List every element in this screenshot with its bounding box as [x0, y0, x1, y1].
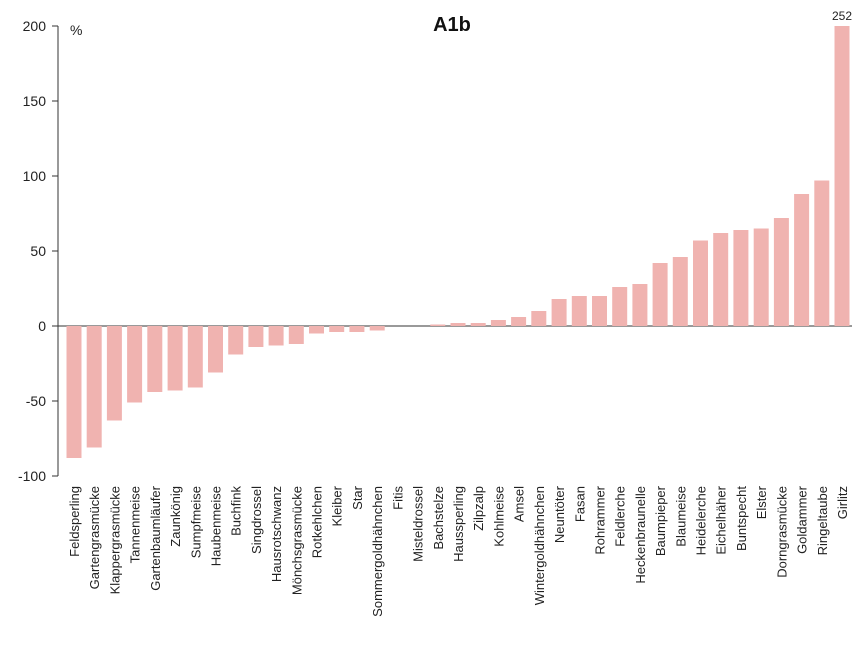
- category-label: Wintergoldhähnchen: [532, 486, 547, 605]
- bar: [86, 326, 102, 448]
- y-axis: 200 150 100 50 0 -50 -100: [18, 18, 852, 484]
- category-label: Ringeltaube: [815, 486, 830, 555]
- category-label: Star: [350, 485, 365, 510]
- bar: [814, 180, 830, 326]
- bar: [106, 326, 122, 421]
- category-label: Bachstelze: [431, 486, 446, 550]
- category-label: Goldammer: [795, 485, 810, 554]
- bar: [228, 326, 244, 355]
- bar: [349, 326, 365, 332]
- category-label: Singdrossel: [249, 486, 264, 554]
- bar: [167, 326, 183, 391]
- category-label: Klappergrasmücke: [107, 486, 122, 594]
- category-label: Misteldrossel: [411, 486, 426, 562]
- category-label: Dorngrasmücke: [774, 486, 789, 578]
- bar: [794, 194, 810, 326]
- category-label: Heidelerche: [694, 486, 709, 555]
- category-label: Buchfink: [229, 486, 244, 536]
- bar: [612, 287, 628, 326]
- category-label: Sommergoldhähnchen: [370, 486, 385, 617]
- bars: 252: [66, 9, 852, 458]
- y-tick-label: 100: [23, 168, 47, 184]
- category-label: Mönchsgrasmücke: [289, 486, 304, 595]
- bar: [329, 326, 345, 332]
- bar: [652, 263, 668, 326]
- bar: [248, 326, 264, 347]
- bar: [753, 228, 769, 326]
- bar: [713, 233, 729, 326]
- bar: [147, 326, 163, 392]
- bar: [632, 284, 648, 326]
- bar: [369, 326, 385, 331]
- category-label: Gartenbaumläufer: [148, 485, 163, 590]
- bar: [571, 296, 587, 326]
- bar: [551, 299, 567, 326]
- bar: [430, 324, 446, 326]
- category-label: Fasan: [572, 486, 587, 522]
- bar-value-label: 252: [832, 9, 852, 23]
- bar: [511, 317, 527, 326]
- category-label: Zilpzalp: [471, 486, 486, 531]
- category-label: Buntspecht: [734, 486, 749, 551]
- category-label: Rohrammer: [593, 485, 608, 554]
- y-tick-label: 50: [30, 243, 46, 259]
- bar: [693, 240, 708, 326]
- bar: [187, 326, 203, 388]
- category-label: Baumpieper: [653, 485, 668, 556]
- bar: [127, 326, 143, 403]
- y-tick-label: 200: [23, 18, 47, 34]
- category-label: Neuntöter: [552, 485, 567, 543]
- y-tick-label: 150: [23, 93, 47, 109]
- bar: [733, 230, 749, 326]
- category-label: Zaunkönig: [168, 486, 183, 547]
- category-label: Amsel: [512, 486, 527, 522]
- category-label: Heckenbraunelle: [633, 486, 648, 584]
- category-label: Feldlerche: [613, 486, 628, 547]
- bar: [66, 326, 82, 458]
- bar: [773, 218, 789, 326]
- category-label: Sumpfmeise: [188, 486, 203, 558]
- y-axis-unit-label: %: [70, 22, 82, 38]
- category-label: Fitis: [390, 486, 405, 510]
- bar: [531, 311, 547, 326]
- bar: [470, 323, 486, 326]
- category-label: Haubenmeise: [209, 486, 224, 566]
- y-tick-label: -100: [18, 468, 46, 484]
- bar: [268, 326, 284, 346]
- category-label: Rotkehlchen: [310, 486, 325, 558]
- category-label: Kleiber: [330, 485, 345, 526]
- chart-title: A1b: [433, 14, 471, 36]
- category-label: Girlitz: [835, 486, 850, 519]
- category-label: Feldsperling: [67, 486, 82, 557]
- bar: [592, 296, 607, 326]
- category-label: Kohlmeise: [491, 486, 506, 547]
- category-label: Gartengrasmücke: [87, 486, 102, 589]
- category-label: Haussperling: [451, 486, 466, 562]
- category-label: Blaumeise: [673, 486, 688, 547]
- bar: [208, 326, 223, 373]
- y-tick-label: -50: [26, 393, 46, 409]
- category-labels: Feldsperling Gartengrasmücke Klappergrasmü…: [67, 485, 850, 616]
- category-label: Tannenmeise: [128, 486, 143, 563]
- bar: [450, 323, 466, 326]
- category-label: Hausrotschwanz: [269, 486, 284, 582]
- category-label: Eichelhäher: [714, 485, 729, 554]
- bar: [288, 326, 304, 344]
- bar: [490, 320, 506, 326]
- y-tick-label: 0: [38, 318, 46, 334]
- bar: [834, 26, 850, 326]
- bar: [309, 326, 324, 334]
- category-label: Elster: [754, 485, 769, 519]
- bar: [672, 257, 688, 326]
